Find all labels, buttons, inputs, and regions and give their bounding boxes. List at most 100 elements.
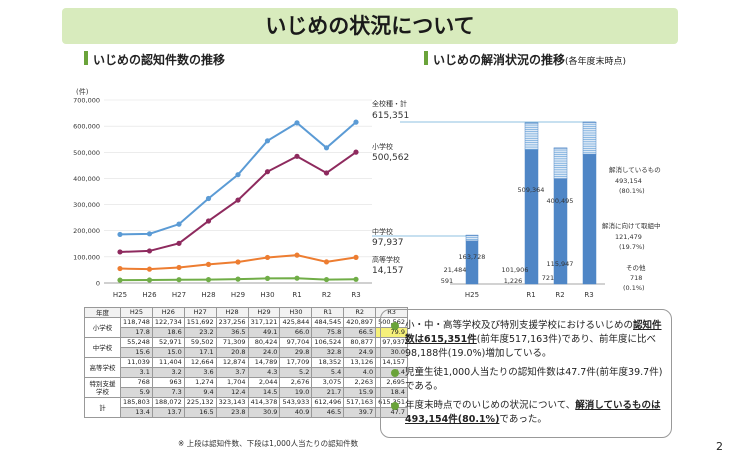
bar-segment xyxy=(582,121,597,123)
statistics-table: 年度 H25 H26 H27 H28 H29 H30 R1 R2 R3 小学校 118,748 122,… xyxy=(84,307,409,418)
count-cell: 59,502 xyxy=(183,337,217,348)
bullet-text: 児童生徒1,000人当たりの認知件数は47.7件(前年度39.7件)である。 xyxy=(405,367,663,392)
per-thousand-cell: 13.4 xyxy=(120,407,153,418)
per-thousand-cell: 66.5 xyxy=(343,327,377,338)
data-point xyxy=(117,249,123,255)
per-thousand-cell: 23.2 xyxy=(183,327,217,338)
count-cell: 13,126 xyxy=(343,357,377,368)
count-cell: 97,704 xyxy=(279,337,313,348)
count-cell: 517,163 xyxy=(343,397,377,408)
y-tick-label: 600,000 xyxy=(73,123,100,131)
per-thousand-cell: 36.5 xyxy=(215,327,249,338)
count-cell: 2,263 xyxy=(343,377,377,388)
bullet-text: 小・中・高等学校及び特別支援学校におけるいじめの認知件数は615,351件(前年… xyxy=(405,320,662,359)
per-thousand-cell: 49.1 xyxy=(247,327,281,338)
data-point xyxy=(146,231,153,237)
per-thousand-cell: 15.6 xyxy=(120,347,153,358)
x-tick-label: H26 xyxy=(142,291,157,299)
table-row: 3.1 3.2 3.6 3.7 4.3 5.2 5.4 4.0 4.4 xyxy=(85,367,409,378)
data-point xyxy=(294,252,300,258)
bullet-dot-icon xyxy=(391,322,399,330)
count-cell: 420,897 xyxy=(343,317,377,328)
count-cell: 18,352 xyxy=(311,357,345,368)
bar-category-label: H25 xyxy=(465,291,479,299)
bar-category-label: R3 xyxy=(584,291,593,299)
count-cell: 237,256 xyxy=(215,317,249,328)
line-chart: (件) 0 100,000 200,000 300,000 400,000 500,000 6… xyxy=(73,87,409,299)
right-section-title: いじめの解消状況の推移(各年度末時点) xyxy=(433,53,627,67)
per-thousand-cell: 3.6 xyxy=(183,367,217,378)
per-thousand-cell: 17.1 xyxy=(183,347,217,358)
x-tick-label: H29 xyxy=(231,291,245,299)
x-tick-label: H25 xyxy=(113,291,127,299)
bar-value-label: 115,947 xyxy=(547,260,574,268)
annotation-value: 493,154 xyxy=(615,177,642,185)
data-point xyxy=(176,277,182,283)
per-thousand-cell: 75.8 xyxy=(311,327,345,338)
right-section-marker xyxy=(424,51,428,65)
y-tick-label: 200,000 xyxy=(73,227,100,235)
per-thousand-cell: 17.8 xyxy=(120,327,153,338)
annotation-label: 解消しているもの xyxy=(609,165,661,174)
table-row: 15.6 15.0 17.1 20.8 24.0 29.8 32.8 24.9 30.0 xyxy=(85,347,409,358)
data-point xyxy=(205,218,212,224)
y-tick-label: 300,000 xyxy=(73,201,100,209)
page-number: 2 xyxy=(716,440,723,453)
bar-category-label: R1 xyxy=(526,291,535,299)
x-tick-label: H27 xyxy=(172,291,186,299)
annotation-value: 718 xyxy=(630,274,642,282)
series-value-label: 500,562 xyxy=(372,153,409,163)
per-thousand-cell: 5.4 xyxy=(311,367,345,378)
data-point xyxy=(264,169,271,175)
data-point xyxy=(117,265,123,272)
data-point xyxy=(323,259,330,265)
table-header-cell: 年度 xyxy=(84,307,121,318)
bullet-emphasis: 解消しているものは493,154件(80.1%) xyxy=(405,400,661,425)
per-thousand-cell: 5.2 xyxy=(279,367,313,378)
per-thousand-cell: 14.5 xyxy=(247,387,281,398)
count-cell: 414,378 xyxy=(247,397,281,408)
count-cell: 963 xyxy=(151,377,185,388)
data-point xyxy=(176,264,182,271)
bullet-dot-icon xyxy=(391,369,399,377)
data-point xyxy=(205,261,212,267)
x-tick-label: R3 xyxy=(351,291,360,299)
per-thousand-cell: 21.7 xyxy=(311,387,345,398)
summary-bullet: 児童生徒1,000人当たりの認知件数は47.7件(前年度39.7件)である。 xyxy=(391,366,663,394)
per-thousand-cell: 3.7 xyxy=(215,367,249,378)
bar-segment xyxy=(524,122,539,124)
left-section-title: いじめの認知件数の推移 xyxy=(93,53,226,67)
bar-value-label: 1,226 xyxy=(504,277,523,285)
table-row-header: 高等学校 xyxy=(84,357,121,378)
per-thousand-cell: 15.0 xyxy=(151,347,185,358)
count-cell: 188,072 xyxy=(151,397,185,408)
per-thousand-cell: 4.3 xyxy=(247,367,281,378)
data-point xyxy=(146,277,153,283)
per-thousand-cell: 16.5 xyxy=(183,407,217,418)
per-thousand-cell: 3.2 xyxy=(151,367,185,378)
series-name-label: 高等学校 xyxy=(372,255,400,264)
table-row: 高等学校 11,039 11,404 12,664 12,874 14,789 17,709… xyxy=(84,357,409,378)
data-point xyxy=(146,266,153,272)
count-cell: 1,274 xyxy=(183,377,217,388)
bar-segment xyxy=(524,149,539,285)
y-tick-label: 100,000 xyxy=(73,253,100,261)
per-thousand-cell: 39.7 xyxy=(343,407,377,418)
count-cell: 484,545 xyxy=(311,317,345,328)
annotation-pct: (0.1%) xyxy=(623,284,645,292)
annotation-pct: (19.7%) xyxy=(619,243,645,251)
annotation-pct: (80.1%) xyxy=(619,187,645,195)
data-point xyxy=(205,195,212,202)
per-thousand-cell: 30.9 xyxy=(247,407,281,418)
x-tick-label: R2 xyxy=(322,291,331,299)
series-name-label: 全校種・計 xyxy=(372,99,407,108)
table-header-cell: R2 xyxy=(343,307,377,318)
data-point xyxy=(323,145,330,151)
count-cell: 118,748 xyxy=(120,317,153,328)
data-point xyxy=(294,120,300,126)
data-point xyxy=(323,170,330,176)
count-cell: 17,709 xyxy=(279,357,313,368)
bar-segment xyxy=(465,234,479,236)
data-point xyxy=(353,119,359,125)
series-value-label: 97,937 xyxy=(372,238,404,248)
